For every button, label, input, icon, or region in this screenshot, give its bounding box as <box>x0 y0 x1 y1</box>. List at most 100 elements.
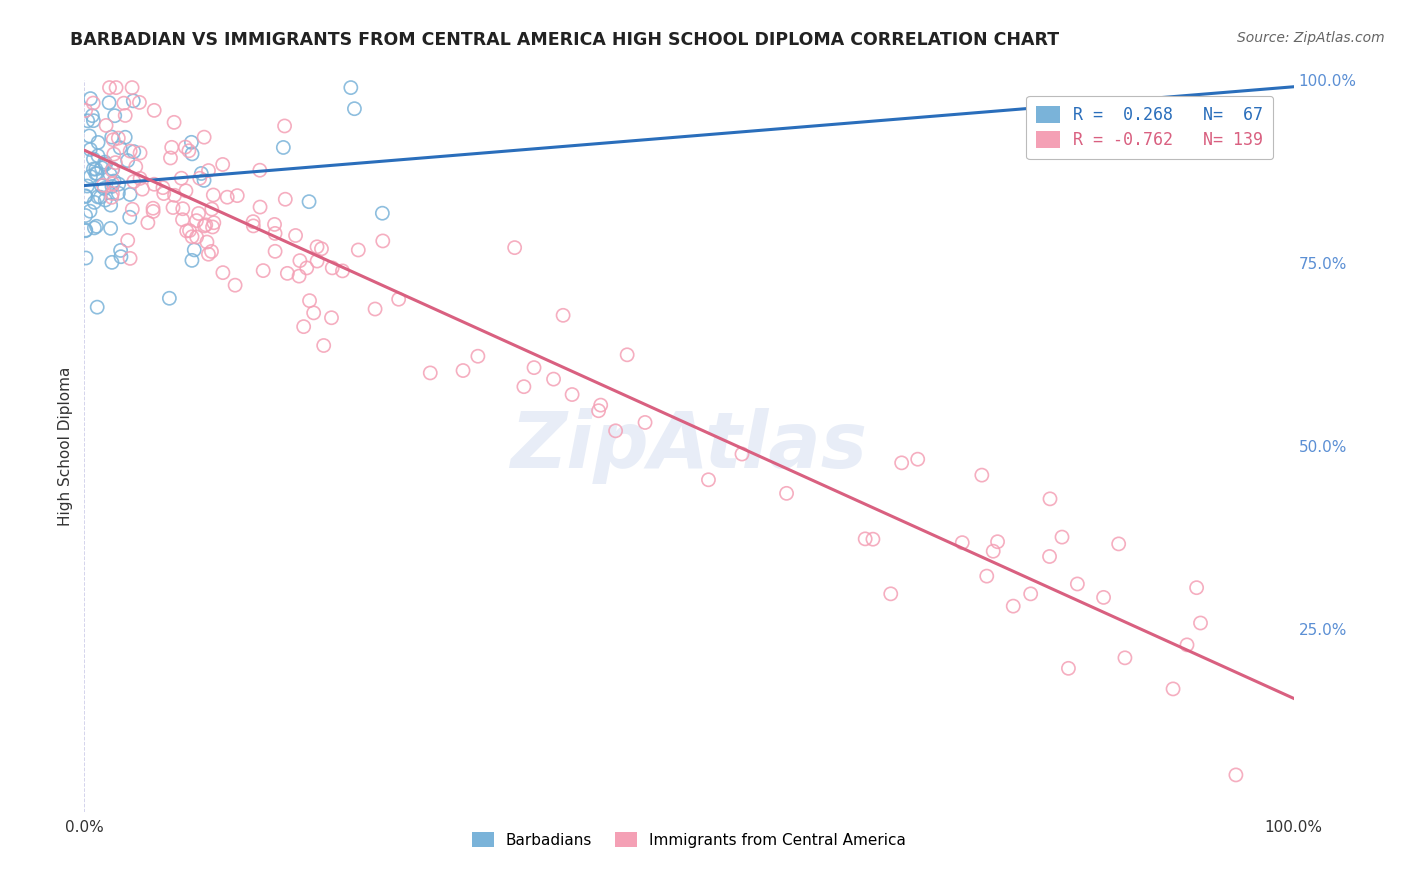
Point <box>589 398 612 412</box>
Point <box>79 169 101 184</box>
Point <box>75 209 97 223</box>
Point <box>94 193 117 207</box>
Point <box>195 235 218 249</box>
Point <box>180 136 202 150</box>
Point <box>305 240 328 254</box>
Point <box>75 251 97 265</box>
Point <box>1019 587 1042 601</box>
Text: ZipAtlas: ZipAtlas <box>510 408 868 484</box>
Point <box>94 155 117 169</box>
Point <box>181 147 204 161</box>
Point <box>129 171 152 186</box>
Point <box>93 181 115 195</box>
Point <box>202 216 225 230</box>
Point <box>217 190 239 204</box>
Point <box>172 202 194 216</box>
Point <box>82 109 104 123</box>
Point <box>1185 581 1208 595</box>
Point <box>131 182 153 196</box>
Point <box>100 198 122 212</box>
Point <box>143 178 166 192</box>
Point <box>347 243 370 257</box>
Point <box>187 206 209 220</box>
Point <box>1057 661 1080 675</box>
Point <box>273 119 295 133</box>
Point <box>197 247 219 261</box>
Point <box>176 224 198 238</box>
Point <box>252 263 274 277</box>
Point <box>82 152 104 166</box>
Point <box>224 278 246 293</box>
Point <box>76 179 98 194</box>
Point <box>100 190 122 204</box>
Point <box>183 243 205 257</box>
Point <box>84 166 107 180</box>
Point <box>616 348 638 362</box>
Point <box>125 160 148 174</box>
Text: Source: ZipAtlas.com: Source: ZipAtlas.com <box>1237 31 1385 45</box>
Point <box>75 103 97 118</box>
Point <box>79 128 101 143</box>
Point <box>112 96 135 111</box>
Point <box>87 149 110 163</box>
Point <box>298 293 321 308</box>
Point <box>163 115 186 129</box>
Point <box>242 214 264 228</box>
Point <box>201 219 224 234</box>
Point <box>371 234 394 248</box>
Point <box>157 291 180 305</box>
Point <box>467 349 489 363</box>
Point <box>86 300 108 314</box>
Point <box>1175 638 1198 652</box>
Point <box>79 143 101 157</box>
Point <box>970 468 993 483</box>
Point <box>143 103 166 118</box>
Point <box>118 187 141 202</box>
Point <box>981 544 1004 558</box>
Point <box>83 195 105 210</box>
Point <box>503 241 526 255</box>
Point <box>110 244 132 258</box>
Point <box>950 535 973 549</box>
Point <box>79 204 101 219</box>
Point <box>853 532 876 546</box>
Point <box>104 109 127 123</box>
Point <box>634 416 657 430</box>
Point <box>121 202 143 217</box>
Point <box>193 173 215 187</box>
Point <box>142 204 165 219</box>
Point <box>110 250 132 264</box>
Point <box>75 189 97 203</box>
Point <box>107 186 129 201</box>
Point <box>101 186 124 201</box>
Point <box>128 95 150 110</box>
Point <box>108 141 131 155</box>
Point <box>862 532 884 546</box>
Point <box>976 569 998 583</box>
Point <box>200 244 222 259</box>
Point <box>211 157 233 171</box>
Point <box>100 130 122 145</box>
Point <box>75 189 97 203</box>
Point <box>543 372 565 386</box>
Point <box>174 140 197 154</box>
Point <box>122 94 145 108</box>
Point <box>197 163 219 178</box>
Point <box>89 190 111 204</box>
Point <box>181 253 204 268</box>
Point <box>103 147 125 161</box>
Point <box>1002 599 1025 614</box>
Point <box>91 178 114 193</box>
Point <box>1108 537 1130 551</box>
Point <box>177 144 200 158</box>
Point <box>75 223 97 237</box>
Point <box>551 308 574 322</box>
Point <box>107 177 129 191</box>
Point <box>87 136 110 150</box>
Point <box>193 130 215 145</box>
Point <box>90 178 112 193</box>
Point <box>186 230 208 244</box>
Point <box>880 587 903 601</box>
Point <box>114 108 136 122</box>
Point <box>82 162 104 177</box>
